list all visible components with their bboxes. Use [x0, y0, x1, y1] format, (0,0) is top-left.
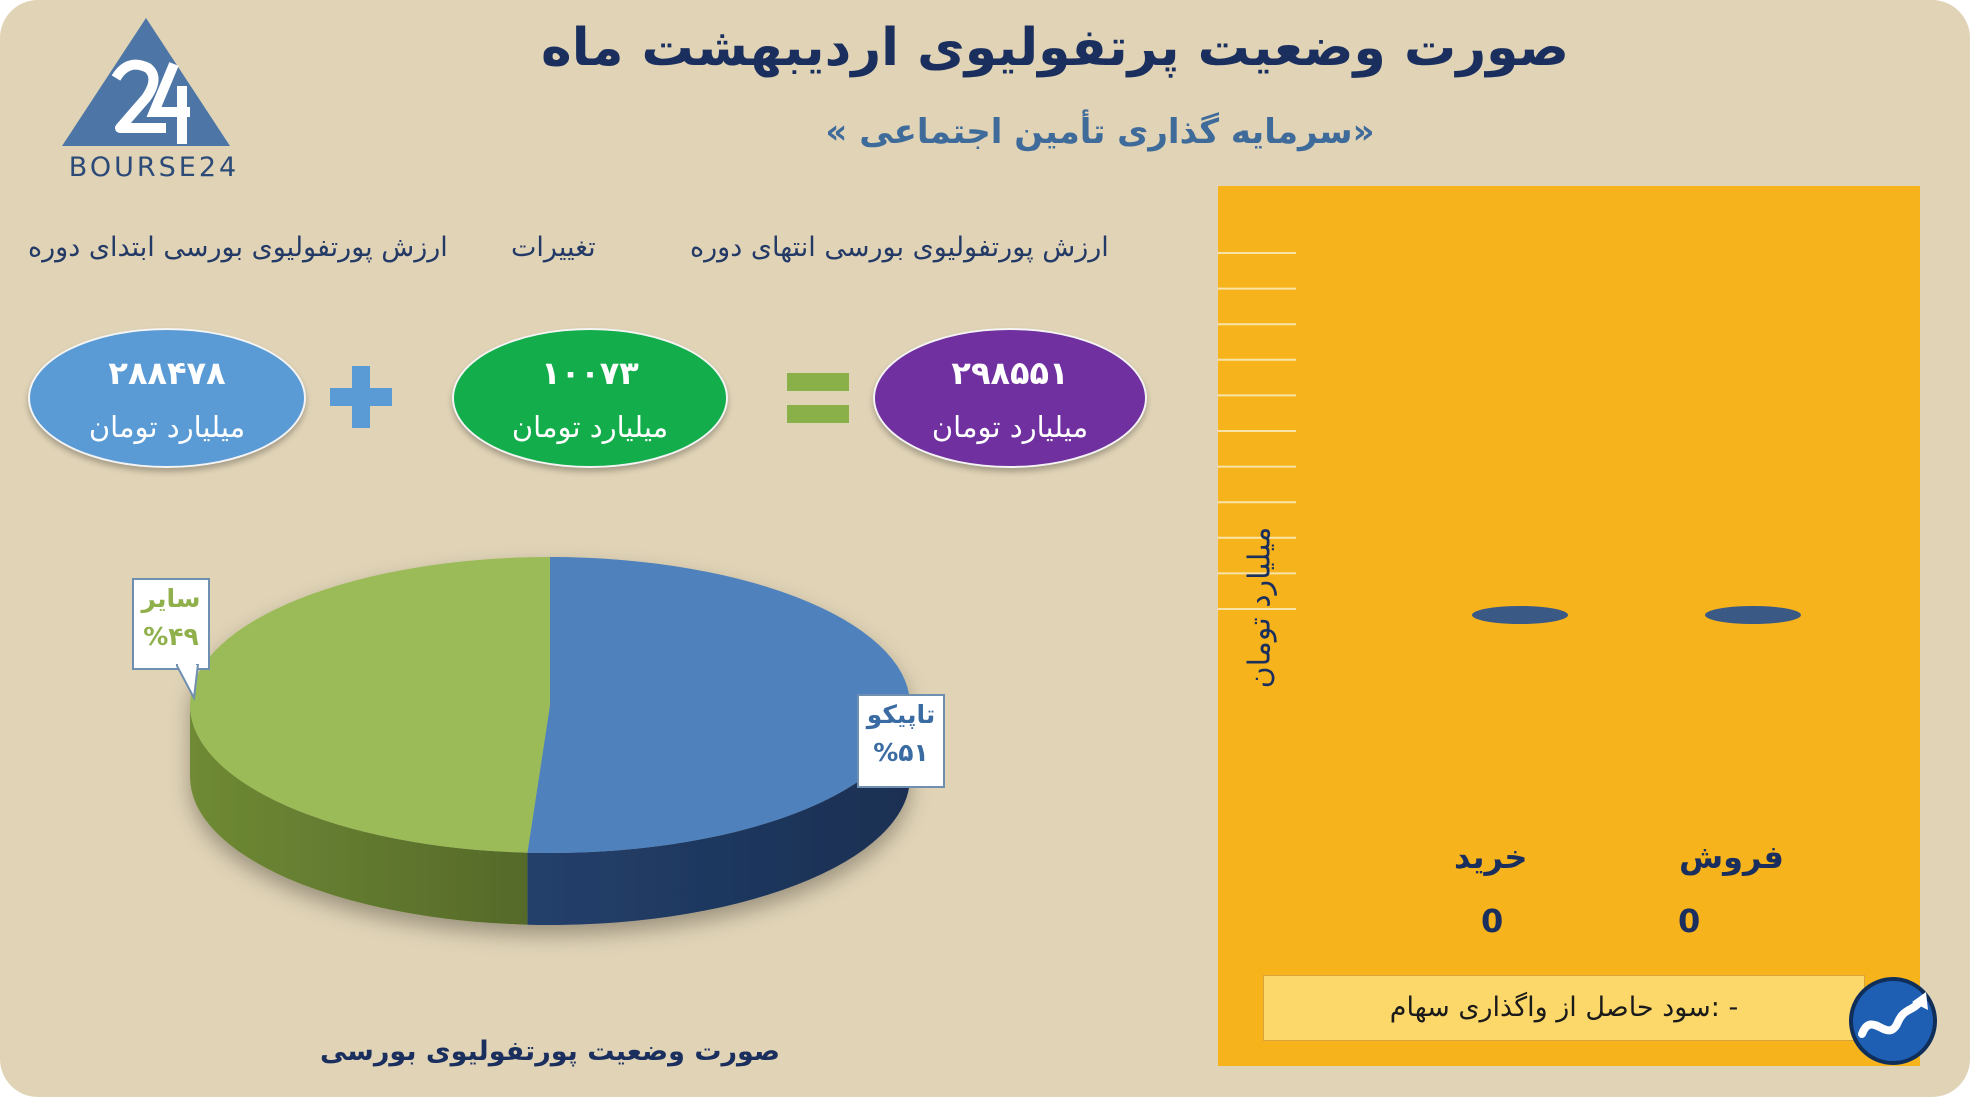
change-value: ۱۰۰۷۳: [541, 354, 639, 392]
logo-text: BOURSE24: [68, 152, 240, 183]
pie-slice-1: [189, 557, 550, 853]
equals-icon: [787, 373, 849, 423]
bar-gridline: [1218, 465, 1296, 468]
pie-caption: صورت وضعیت پورتفولیوی بورسی: [319, 1036, 781, 1067]
bar-gridline: [1218, 252, 1296, 254]
pie-side-0: [527, 705, 911, 925]
bar-gridline: [1218, 501, 1296, 504]
header-start-value: ارزش پورتفولیوی بورسی ابتدای دوره: [28, 232, 448, 263]
bar-category-sell: فروش: [1679, 838, 1784, 876]
header-end-value: ارزش پورتفولیوی بورسی انتهای دوره: [690, 232, 1109, 263]
bar-gridline: [1218, 394, 1296, 397]
pie-slice-0: [527, 557, 910, 853]
change-value-oval: ۱۰۰۷۳ میلیارد تومان: [452, 328, 728, 468]
pie-label-tapico-name: تاپیکو: [866, 700, 936, 729]
bar-gridline: [1218, 287, 1296, 290]
start-unit: میلیارد تومان: [88, 410, 246, 444]
pie-label-tapico-percent: %۵۱: [873, 738, 929, 767]
pie-side-1: [190, 705, 528, 925]
trade-chart-panel: [1218, 186, 1920, 1066]
pie-label-other-percent: %۴۹: [143, 622, 199, 651]
header-changes: تغییرات: [511, 232, 596, 263]
bar-gridline: [1218, 430, 1296, 432]
net-profit-note: - :سود حاصل از واگذاری سهام: [1263, 975, 1865, 1041]
bar-gridline: [1218, 358, 1296, 361]
start-value-oval: ۲۸۸۴۷۸ میلیارد تومان: [28, 328, 306, 468]
end-value: ۲۹۸۵۵۱: [951, 354, 1069, 392]
bar-1: [1705, 606, 1801, 624]
bar-y-axis-label: میلیارد تومان: [1242, 526, 1278, 689]
plus-icon: [330, 366, 392, 428]
end-unit: میلیارد تومان: [931, 410, 1089, 444]
pie-label-other: سایر %۴۹: [132, 578, 210, 670]
page-title: صورت وضعیت پرتفولیوی اردیبهشت ماه: [541, 18, 1569, 78]
bar-gridline: [1218, 572, 1296, 575]
callout-pointer: [176, 664, 200, 702]
trade-bar-chart: ۰۰.۱۰.۲۰.۳۰.۴۰.۵۰.۶۰.۷۰.۸۰.۹۱: [1218, 252, 1801, 624]
trend-badge-icon: [1849, 977, 1937, 1065]
bar-gridline: [1218, 536, 1296, 539]
portfolio-pie-chart: [189, 557, 911, 925]
bar-gridline: [1218, 608, 1296, 610]
bar-0: [1472, 606, 1568, 624]
bourse24-logo: [62, 18, 230, 146]
change-unit: میلیارد تومان: [511, 410, 669, 444]
page-subtitle: «سرمایه گذاری تأمین اجتماعی »: [825, 112, 1375, 152]
start-value: ۲۸۸۴۷۸: [108, 354, 226, 392]
end-value-oval: ۲۹۸۵۵۱ میلیارد تومان: [873, 328, 1147, 468]
bar-value-sell: 0: [1678, 902, 1701, 940]
bar-gridline: [1218, 323, 1296, 326]
pie-label-other-name: سایر: [141, 584, 201, 613]
pie-label-tapico: تاپیکو %۵۱: [857, 694, 945, 788]
bar-category-buy: خرید: [1454, 838, 1528, 876]
bar-value-buy: 0: [1481, 902, 1504, 940]
